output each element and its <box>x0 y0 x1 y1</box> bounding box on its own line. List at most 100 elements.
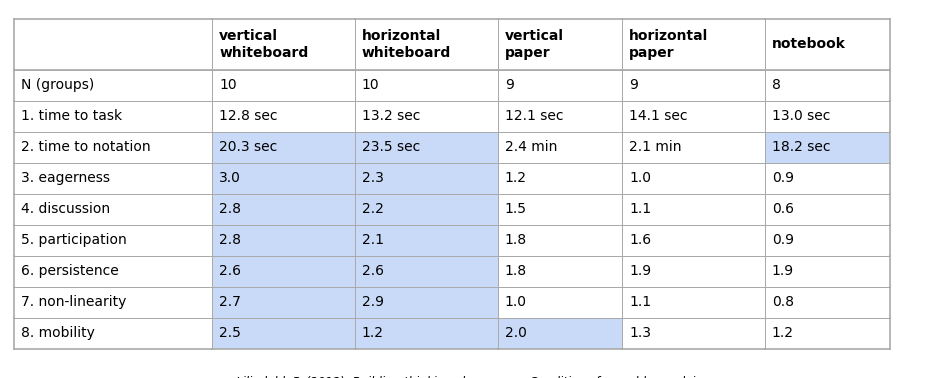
Bar <box>498 19 622 70</box>
Bar <box>14 101 213 132</box>
Text: 2.9: 2.9 <box>362 295 384 310</box>
Text: 4. discussion: 4. discussion <box>21 202 110 217</box>
Text: 1.8: 1.8 <box>504 233 527 248</box>
Text: 0.6: 0.6 <box>772 202 794 217</box>
Bar <box>622 70 766 101</box>
Text: 8: 8 <box>772 78 781 93</box>
Bar <box>498 318 622 349</box>
Text: 2.6: 2.6 <box>219 264 241 279</box>
Text: 1.0: 1.0 <box>629 171 651 186</box>
Bar <box>355 225 498 256</box>
Text: 1.3: 1.3 <box>629 326 651 341</box>
Text: 2.6: 2.6 <box>362 264 384 279</box>
Text: horizontal
whiteboard: horizontal whiteboard <box>362 29 451 59</box>
Bar <box>622 256 766 287</box>
Text: 2.1 min: 2.1 min <box>629 140 681 155</box>
Bar <box>14 70 213 101</box>
Bar <box>14 256 213 287</box>
Text: 2.8: 2.8 <box>219 202 241 217</box>
Bar <box>622 132 766 163</box>
Text: 10: 10 <box>219 78 237 93</box>
Text: 9: 9 <box>504 78 514 93</box>
Bar <box>213 163 355 194</box>
Text: 1.5: 1.5 <box>504 202 526 217</box>
Text: 2.2: 2.2 <box>362 202 384 217</box>
Bar <box>766 70 889 101</box>
Text: 12.8 sec: 12.8 sec <box>219 109 277 124</box>
Bar <box>498 194 622 225</box>
Bar <box>498 256 622 287</box>
Bar <box>355 287 498 318</box>
Text: 7. non-linearity: 7. non-linearity <box>21 295 126 310</box>
Text: 13.2 sec: 13.2 sec <box>362 109 420 124</box>
Bar <box>355 132 498 163</box>
Text: 2.4 min: 2.4 min <box>504 140 557 155</box>
Bar <box>14 287 213 318</box>
Bar <box>213 132 355 163</box>
Bar <box>622 287 766 318</box>
Text: 0.9: 0.9 <box>772 233 794 248</box>
Text: 5. participation: 5. participation <box>21 233 126 248</box>
Text: horizontal
paper: horizontal paper <box>629 29 709 59</box>
Text: N (groups): N (groups) <box>21 78 94 93</box>
Bar <box>766 132 889 163</box>
Text: 20.3 sec: 20.3 sec <box>219 140 277 155</box>
Bar <box>355 19 498 70</box>
Bar <box>766 225 889 256</box>
Bar <box>14 163 213 194</box>
Bar <box>766 194 889 225</box>
Bar <box>213 225 355 256</box>
Text: 2. time to notation: 2. time to notation <box>21 140 150 155</box>
Bar <box>213 318 355 349</box>
Bar <box>355 70 498 101</box>
Bar <box>622 318 766 349</box>
Text: 1.6: 1.6 <box>629 233 651 248</box>
Text: 12.1 sec: 12.1 sec <box>504 109 563 124</box>
Text: 1.0: 1.0 <box>504 295 526 310</box>
Bar <box>622 101 766 132</box>
Text: 1. time to task: 1. time to task <box>21 109 122 124</box>
Bar <box>14 225 213 256</box>
Text: 1.1: 1.1 <box>629 295 651 310</box>
Text: 9: 9 <box>629 78 638 93</box>
Bar <box>355 163 498 194</box>
Text: 2.0: 2.0 <box>504 326 526 341</box>
Bar <box>213 70 355 101</box>
Bar <box>622 225 766 256</box>
Text: 1.2: 1.2 <box>362 326 384 341</box>
Bar <box>213 194 355 225</box>
Bar <box>766 163 889 194</box>
Text: 1.2: 1.2 <box>504 171 526 186</box>
Bar <box>14 19 213 70</box>
Text: 1.2: 1.2 <box>772 326 794 341</box>
Bar <box>213 19 355 70</box>
Text: 2.5: 2.5 <box>219 326 241 341</box>
Text: 2.3: 2.3 <box>362 171 384 186</box>
Text: 1.1: 1.1 <box>629 202 651 217</box>
Bar <box>355 318 498 349</box>
Text: 6. persistence: 6. persistence <box>21 264 119 279</box>
Text: 18.2 sec: 18.2 sec <box>772 140 830 155</box>
Bar <box>355 101 498 132</box>
Bar <box>622 163 766 194</box>
Text: 2.1: 2.1 <box>362 233 384 248</box>
Text: 23.5 sec: 23.5 sec <box>362 140 420 155</box>
Text: 1.9: 1.9 <box>629 264 651 279</box>
Text: vertical
paper: vertical paper <box>504 29 563 59</box>
Bar <box>14 318 213 349</box>
Text: 2.8: 2.8 <box>219 233 241 248</box>
Bar <box>14 194 213 225</box>
Bar <box>213 101 355 132</box>
Text: 10: 10 <box>362 78 379 93</box>
Bar <box>766 287 889 318</box>
Text: 1.9: 1.9 <box>772 264 794 279</box>
Text: 0.8: 0.8 <box>772 295 794 310</box>
Bar <box>622 19 766 70</box>
Bar <box>766 19 889 70</box>
Text: notebook: notebook <box>772 37 846 51</box>
Bar <box>498 132 622 163</box>
Bar <box>498 101 622 132</box>
Text: 14.1 sec: 14.1 sec <box>629 109 688 124</box>
Bar <box>498 70 622 101</box>
Bar <box>498 163 622 194</box>
